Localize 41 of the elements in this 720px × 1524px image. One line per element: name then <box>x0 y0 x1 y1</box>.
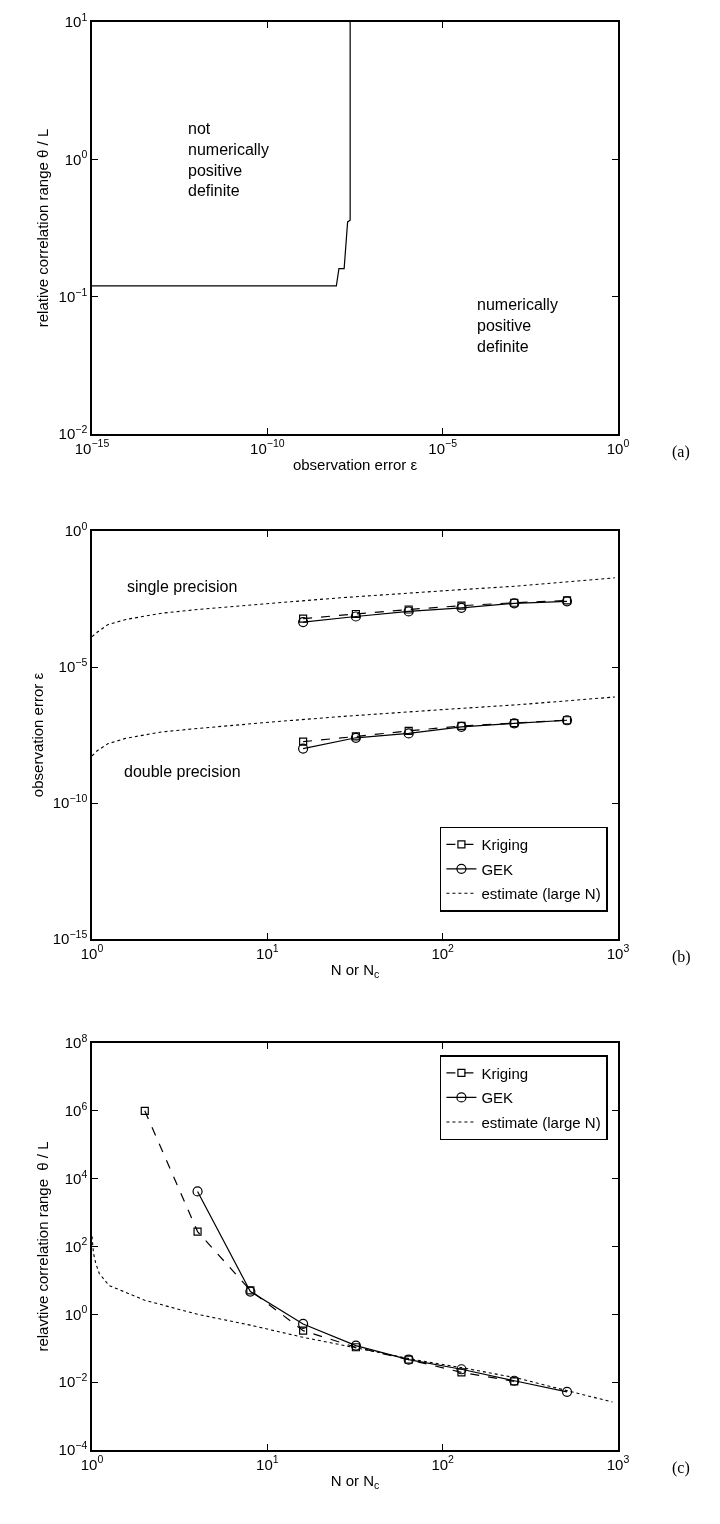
y-tick-label: 10$^{0}$ <box>64 1303 88 1323</box>
y-tick-label: 10$^{−10}$ <box>52 791 88 812</box>
legend-label: GEK <box>481 860 514 878</box>
x-axis-title: N or N$_{c}$ <box>330 961 380 981</box>
y-tick-label: 10$^{−2}$ <box>58 1371 88 1391</box>
y-tick-label: 10$^{−2}$ <box>58 422 88 443</box>
x-tick-label: 10$^{1}$ <box>256 942 279 962</box>
x-tick-label: 10$^{2}$ <box>431 1453 455 1473</box>
x-tick-label: 10$^{0}$ <box>606 437 630 457</box>
y-axis-title: relative correlation range θ / L <box>34 128 52 328</box>
legend-label: GEK <box>481 1089 514 1107</box>
annotation: double precision <box>124 763 241 780</box>
annotation: not numerically positive definite <box>188 120 269 200</box>
x-tick-label: 10$^{3}$ <box>606 942 630 962</box>
x-axis-title: N or N$_{c}$ <box>330 1472 380 1492</box>
y-tick-label: 10$^{−1}$ <box>58 285 88 305</box>
y-axis-title: relavtive correlation range θ / L <box>34 1141 52 1352</box>
y-tick-label: 10$^{6}$ <box>64 1099 88 1120</box>
x-tick-label: 10$^{−10}$ <box>250 437 285 457</box>
legend-label: estimate (large N) <box>481 1113 601 1131</box>
legend-label: estimate (large N) <box>481 885 601 903</box>
x-tick-label: 10$^{3}$ <box>606 1453 630 1473</box>
y-tick-label: 10$^{4}$ <box>64 1167 88 1187</box>
legend-label: Kriging <box>481 836 529 854</box>
legend-label: Kriging <box>481 1064 529 1082</box>
x-axis-title: observation error ε <box>292 456 418 474</box>
x-tick-label: 10$^{1}$ <box>256 1453 279 1473</box>
text: (c) <box>672 1459 690 1477</box>
y-axis-title: observation error ε <box>28 672 46 798</box>
annotation: numerically positive definite <box>477 296 558 355</box>
y-tick-label: 10$^{0}$ <box>64 148 88 168</box>
x-tick-label: 10$^{−5}$ <box>428 437 458 457</box>
text: (b) <box>672 948 691 966</box>
y-tick-label: 10$^{1}$ <box>64 10 88 31</box>
y-tick-label: 10$^{0}$ <box>64 519 88 540</box>
x-tick-label: 10$^{2}$ <box>431 942 455 962</box>
annotation: single precision <box>127 578 238 595</box>
y-tick-label: 10$^{8}$ <box>64 1031 88 1052</box>
y-tick-label: 10$^{2}$ <box>64 1235 88 1255</box>
text: (a) <box>672 443 690 461</box>
y-tick-label: 10$^{−5}$ <box>58 655 88 676</box>
